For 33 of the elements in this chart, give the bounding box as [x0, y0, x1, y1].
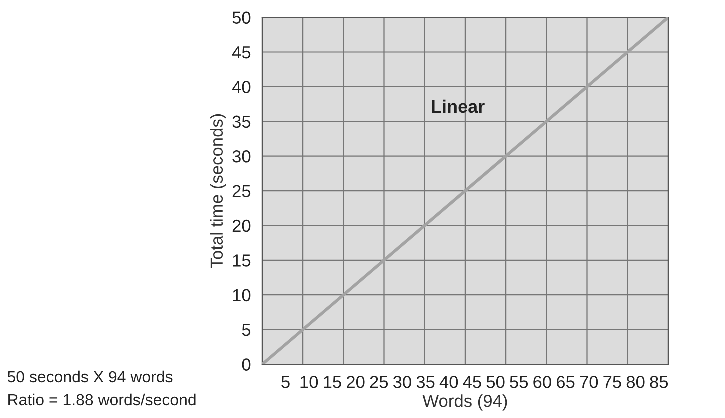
y-tick-label: 15	[233, 254, 251, 267]
y-tick-label: 40	[232, 81, 251, 94]
y-axis-title: Total time (seconds)	[210, 114, 226, 268]
x-tick-label: 40	[440, 376, 458, 388]
x-tick-label: 50	[486, 376, 505, 388]
x-tick-label: 85	[650, 376, 668, 388]
y-tick-label: 50	[232, 12, 251, 24]
x-tick-label: 75	[604, 376, 622, 388]
x-tick-label: 55	[510, 376, 528, 388]
text: 50 seconds X 94 words	[8, 370, 173, 383]
x-tick-label: 60	[534, 376, 552, 388]
x-axis-title: Words (94)	[422, 394, 508, 411]
text: Ratio = 1.88 words/second	[8, 394, 196, 406]
y-tick-label: 35	[232, 116, 251, 128]
x-tick-label: 45	[463, 376, 482, 388]
x-tick-label: 70	[580, 376, 598, 388]
y-tick-label: 10	[233, 289, 251, 302]
x-tick-label: 10	[300, 376, 318, 388]
y-tick-label: 5	[242, 324, 251, 336]
y-tick-label: 45	[232, 46, 251, 59]
x-tick-label: 25	[370, 376, 388, 388]
y-tick-label: 30	[232, 150, 251, 163]
x-tick-label: 20	[347, 376, 365, 388]
x-tick-label: 15	[324, 376, 342, 388]
x-tick-label: 35	[416, 376, 435, 388]
x-tick-label: 65	[557, 376, 575, 388]
x-tick-label: 80	[626, 376, 645, 388]
y-tick-label: 20	[232, 220, 251, 232]
y-tick-label: 25	[232, 185, 251, 198]
annotation: Linear	[432, 100, 485, 114]
x-tick-label: 5	[282, 376, 290, 388]
y-tick-label: 0	[242, 358, 251, 371]
x-tick-label: 30	[393, 376, 412, 388]
